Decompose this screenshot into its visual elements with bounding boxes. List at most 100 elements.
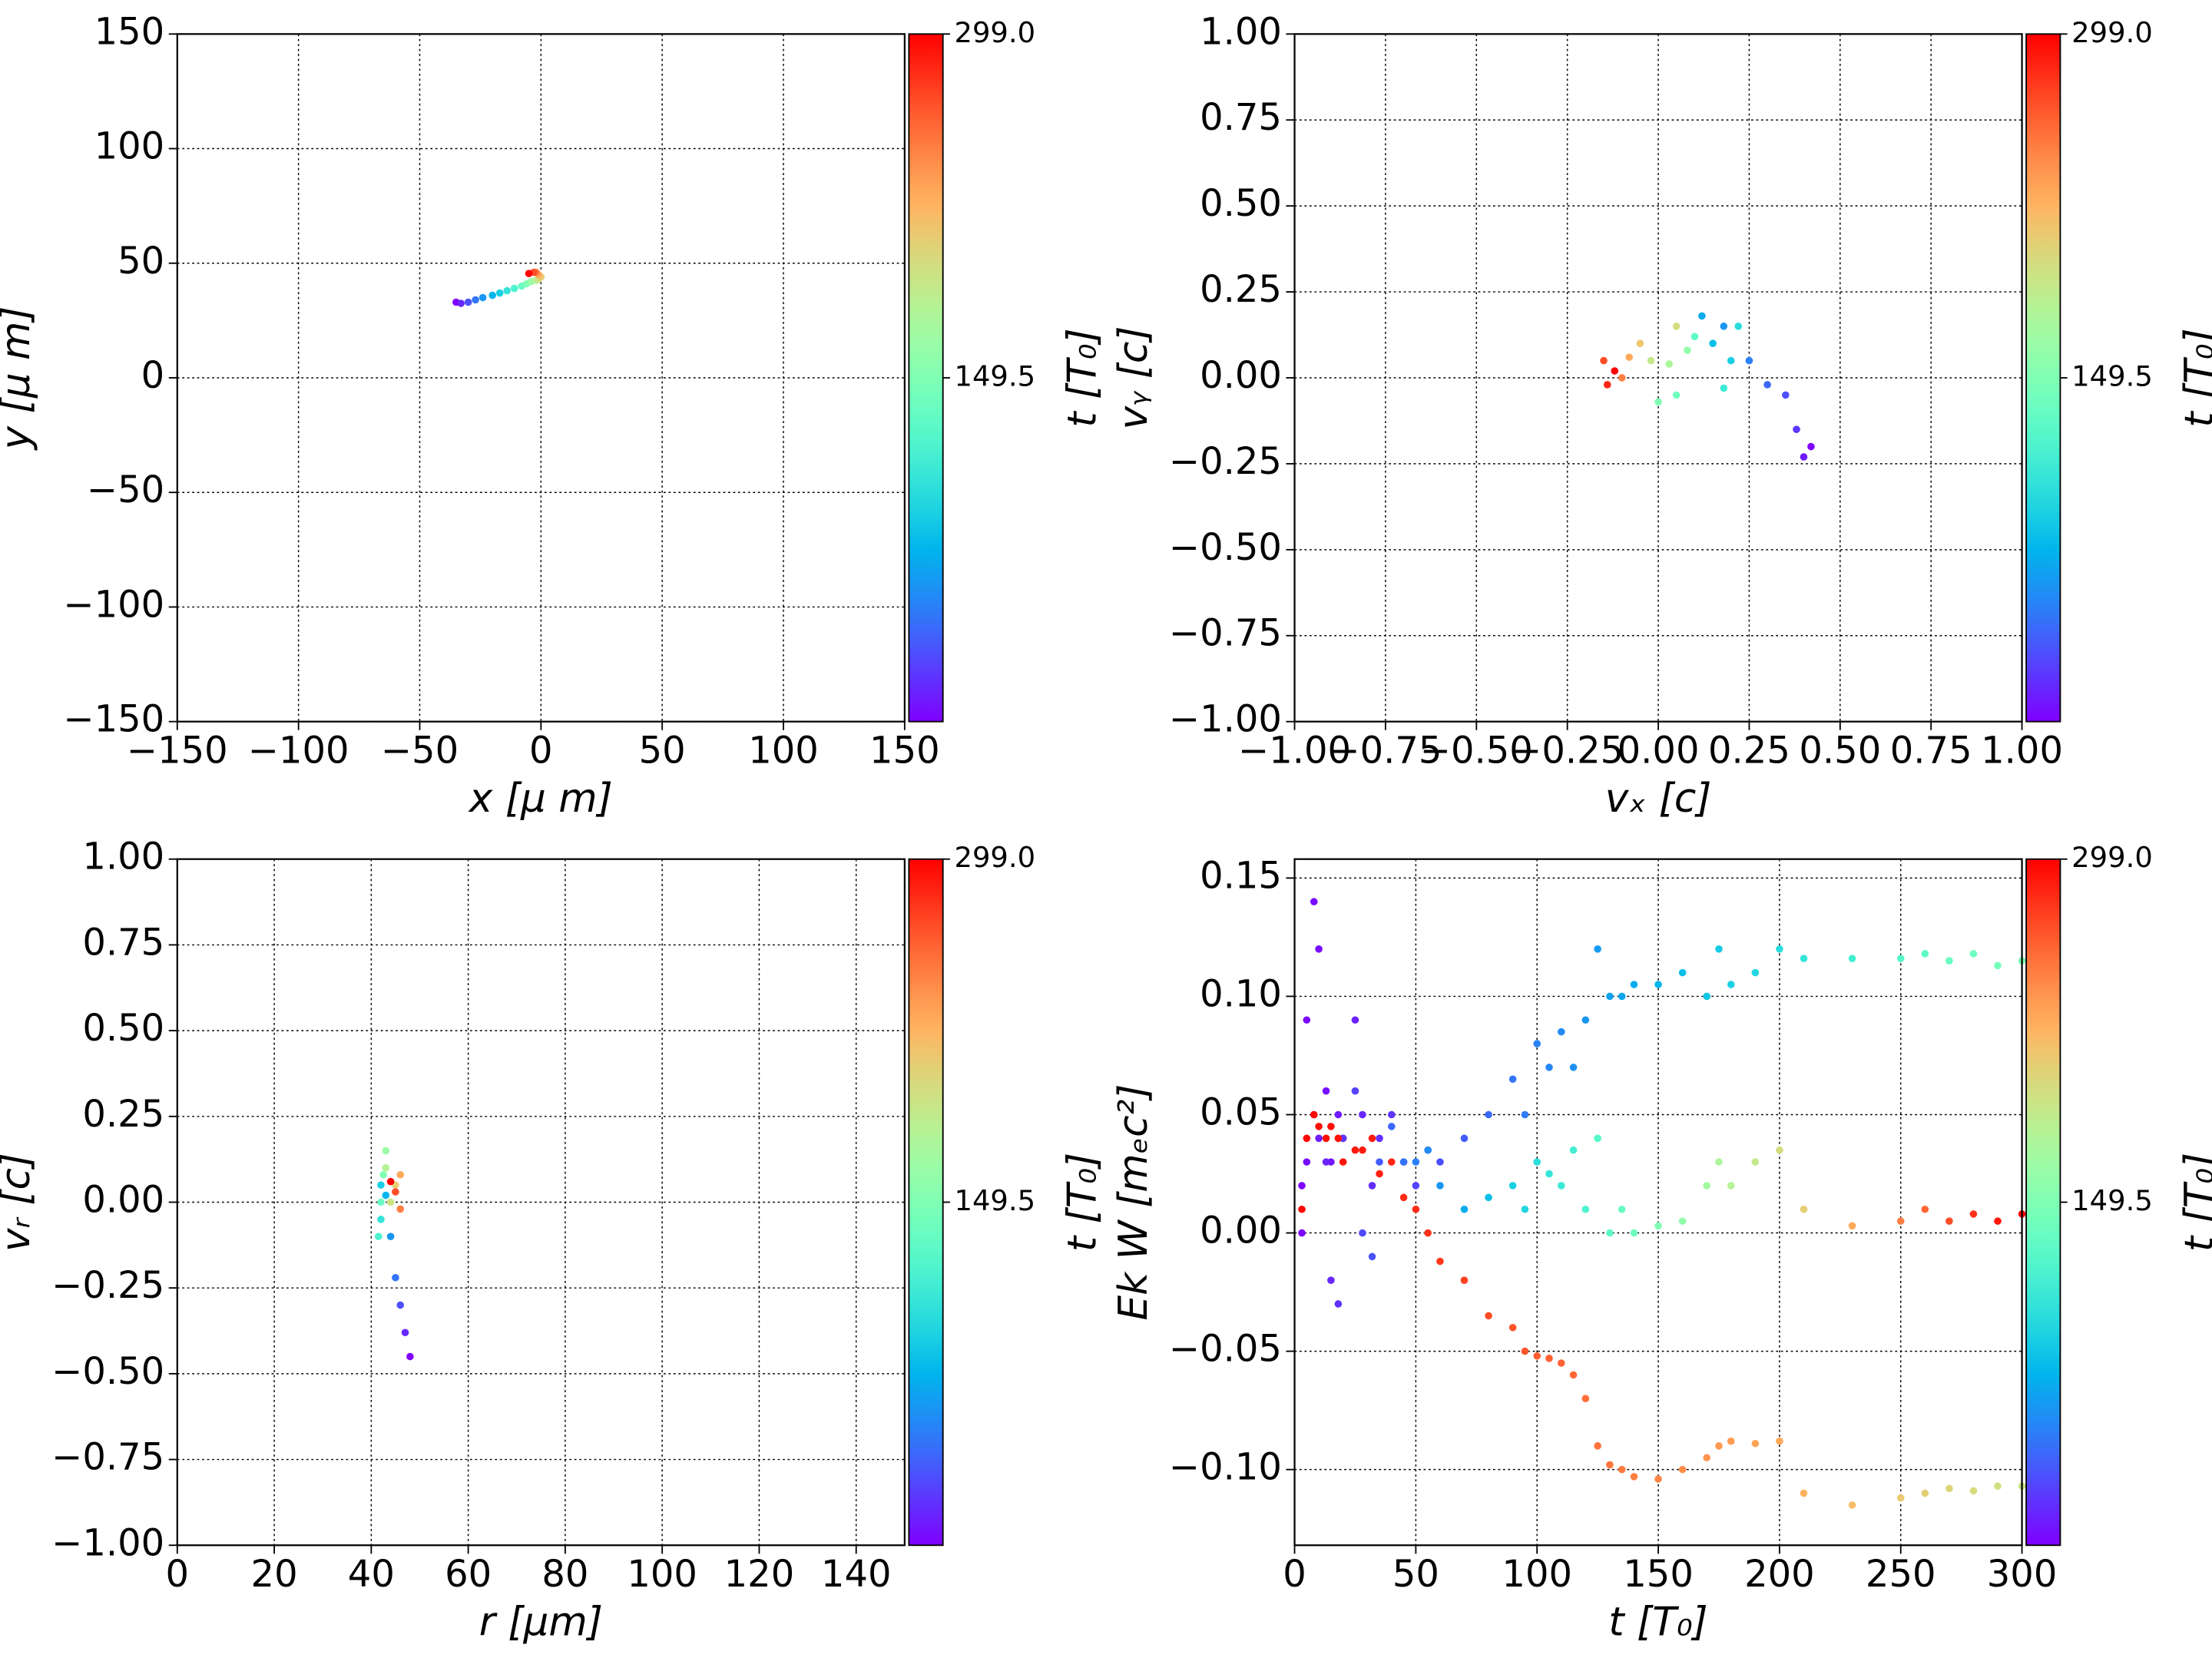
point	[1603, 381, 1611, 389]
axes-frame	[176, 858, 906, 1547]
axes-frame	[176, 33, 906, 723]
point	[1298, 1182, 1306, 1190]
colorbar-tick-label: 149.5	[2071, 1184, 2153, 1217]
point	[472, 296, 479, 304]
x-tick-label: −50	[381, 729, 459, 772]
point	[1896, 1494, 1905, 1502]
x-tick-label: 0	[1283, 1553, 1306, 1596]
point	[1412, 1158, 1420, 1166]
point	[1921, 1205, 1929, 1213]
y-tick-label: −100	[63, 583, 164, 626]
x-tick-label: −0.25	[1511, 729, 1624, 772]
point	[1751, 1158, 1760, 1166]
point	[1606, 1461, 1614, 1469]
x-tick-label: 0	[529, 729, 553, 772]
colorbar-tick-label: 149.5	[2071, 359, 2153, 392]
point	[1848, 1501, 1856, 1509]
x-axis-label: x [μ m]	[468, 776, 613, 822]
point	[1807, 442, 1815, 451]
point	[396, 1170, 405, 1179]
colorbar-tick-label: 299.0	[954, 16, 1035, 49]
point	[1322, 1158, 1330, 1166]
point	[1376, 1158, 1383, 1166]
x-axis-label: t [T₀]	[1608, 1600, 1707, 1646]
y-axis-label: Ek W [mₑc²]	[1111, 1084, 1157, 1321]
point	[406, 1352, 414, 1361]
point	[386, 1177, 395, 1186]
point	[1581, 1395, 1590, 1403]
x-tick-label: 60	[445, 1553, 492, 1596]
x-tick-label: 150	[869, 729, 940, 772]
colorbar-tick-label: 299.0	[2071, 16, 2153, 49]
point	[1368, 1134, 1376, 1143]
point	[1921, 950, 1929, 958]
point	[1533, 1158, 1541, 1166]
panel: 0 20 40 60 80 100 120 140 −1.00 −0.75 −0.50 −0.25 0.…	[0, 836, 1105, 1646]
axes-frame	[1293, 33, 2023, 723]
point	[1630, 1473, 1638, 1481]
point	[1848, 955, 1856, 962]
point	[1368, 1182, 1376, 1190]
point	[1412, 1182, 1420, 1190]
colorbar	[908, 33, 944, 723]
point	[1436, 1182, 1444, 1190]
point	[1521, 1205, 1529, 1213]
y-tick-label: −1.00	[1169, 698, 1282, 741]
point	[1800, 1205, 1808, 1213]
point	[503, 286, 511, 295]
y-tick-label: 0.00	[1200, 354, 1282, 397]
point	[1945, 1484, 1953, 1493]
x-tick-label: 50	[1392, 1553, 1439, 1596]
point	[1388, 1123, 1396, 1130]
point	[1684, 346, 1691, 354]
point	[1776, 945, 1783, 953]
point	[1727, 356, 1735, 365]
point	[1703, 1182, 1710, 1190]
point	[1848, 1222, 1856, 1230]
point	[488, 291, 496, 299]
point	[1569, 1146, 1578, 1154]
point	[1896, 955, 1905, 962]
point	[382, 1164, 390, 1172]
y-tick-label: −0.75	[51, 1436, 164, 1479]
point	[1545, 1355, 1553, 1362]
point	[1339, 1158, 1347, 1166]
x-tick-label: 0.00	[1618, 729, 1700, 772]
point	[464, 298, 472, 306]
x-tick-label: 20	[251, 1553, 298, 1596]
y-tick-label: 150	[94, 10, 165, 53]
x-tick-label: 0.50	[1799, 729, 1881, 772]
point	[1672, 391, 1681, 399]
point	[1545, 1170, 1553, 1178]
point	[1485, 1193, 1492, 1202]
point	[1368, 1252, 1376, 1261]
x-tick-label: 100	[748, 729, 819, 772]
point	[1654, 1475, 1662, 1483]
y-tick-label: −0.05	[1169, 1328, 1282, 1371]
point	[386, 1233, 395, 1240]
point	[386, 1198, 395, 1206]
point	[1703, 1454, 1710, 1462]
point	[1436, 1158, 1444, 1166]
point	[1715, 1158, 1723, 1166]
y-tick-label: −0.25	[1169, 440, 1282, 483]
x-axis-label: vₓ [c]	[1605, 776, 1712, 822]
point	[1969, 950, 1978, 958]
point	[1793, 425, 1800, 433]
point	[1969, 1210, 1978, 1218]
x-tick-label: −0.75	[1329, 729, 1442, 772]
y-tick-label: 0.25	[1200, 268, 1282, 311]
point	[1581, 1205, 1590, 1213]
point	[1460, 1134, 1469, 1143]
point	[1521, 1347, 1529, 1355]
y-tick-label: −50	[87, 468, 164, 511]
colorbar-label: t [T₀]	[1059, 1153, 1105, 1252]
point	[1606, 992, 1614, 1001]
point	[1776, 1146, 1783, 1154]
point	[401, 1329, 409, 1337]
point	[1327, 1276, 1335, 1284]
point	[377, 1216, 385, 1223]
point	[1334, 1110, 1343, 1119]
point	[1315, 1123, 1323, 1130]
point	[1618, 1205, 1626, 1213]
